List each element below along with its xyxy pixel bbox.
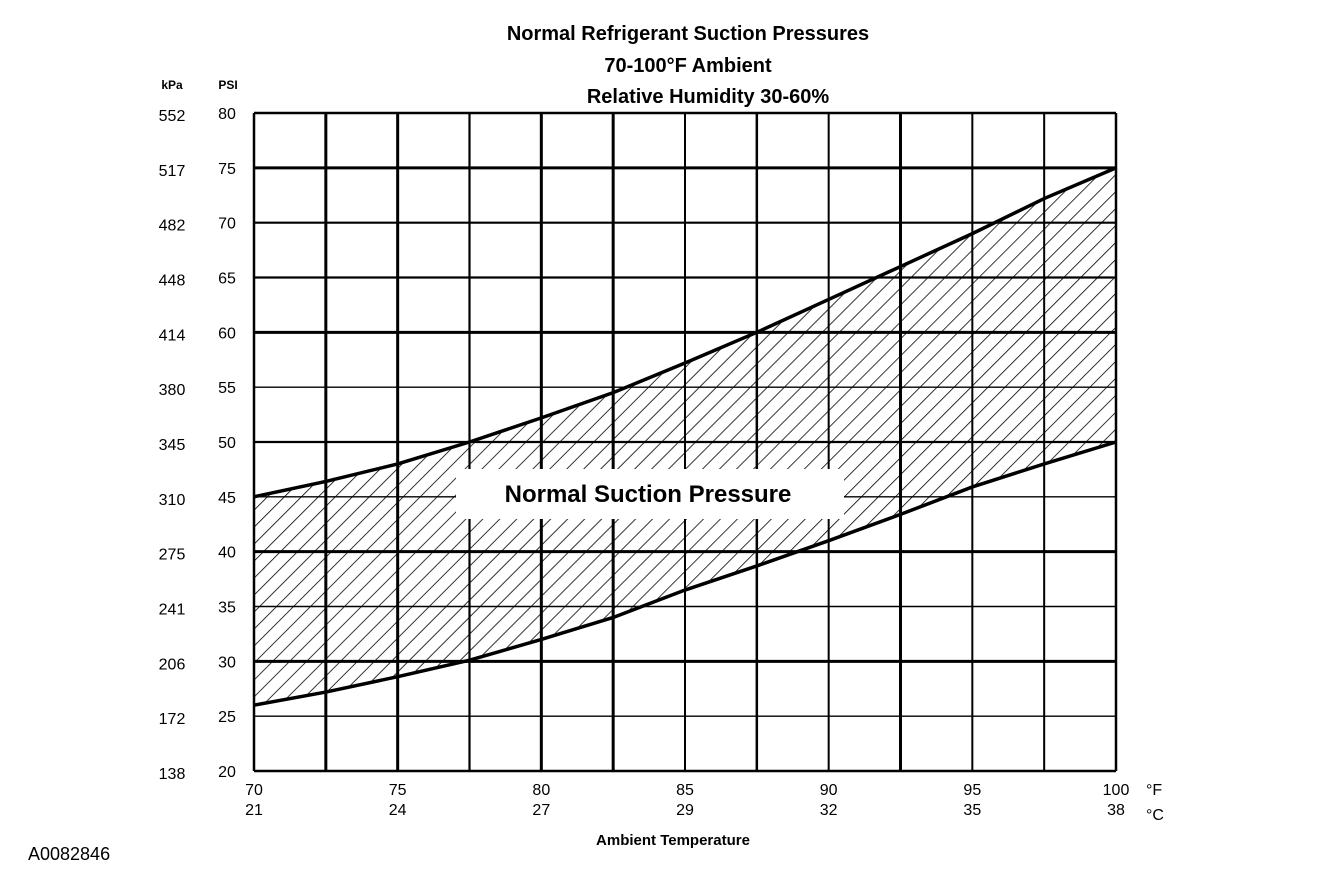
chart-title-line-2: 70-100°F Ambient	[604, 55, 772, 77]
x-tick-f: 100	[1103, 782, 1130, 799]
x-tick-f: 75	[389, 782, 407, 799]
y-tick-kpa: 206	[159, 656, 186, 673]
figure-id: A0082846	[28, 844, 110, 864]
y-tick-psi: 75	[218, 161, 236, 178]
y-tick-psi: 40	[218, 545, 236, 562]
y-tick-kpa: 172	[159, 711, 186, 728]
y-tick-psi: 35	[218, 600, 236, 617]
y-tick-kpa: 310	[159, 492, 186, 509]
x-tick-c: 24	[389, 802, 407, 819]
y-tick-psi: 25	[218, 709, 236, 726]
upper-limit-line	[253, 166, 1117, 499]
y-tick-psi: 45	[218, 490, 236, 507]
y-tick-psi: 30	[218, 654, 236, 671]
x-tick-c: 27	[532, 802, 550, 819]
x-tick-c: 35	[963, 802, 981, 819]
y-tick-kpa: 482	[159, 218, 186, 235]
y-tick-psi: 55	[218, 380, 236, 397]
chart-title-line-3: Relative Humidity 30-60%	[587, 86, 830, 108]
y-tick-kpa: 414	[159, 327, 186, 344]
x-axis-label: Ambient Temperature	[596, 832, 750, 849]
y-tick-psi: 60	[218, 325, 236, 342]
y-axis-label-psi: PSI	[218, 78, 237, 92]
y-tick-psi: 70	[218, 216, 236, 233]
y-tick-psi: 50	[218, 435, 236, 452]
y-tick-psi: 65	[218, 271, 236, 288]
x-tick-f: 70	[245, 782, 263, 799]
x-tick-f: 85	[676, 782, 694, 799]
normal-band	[253, 166, 1117, 707]
x-tick-c: 38	[1107, 802, 1125, 819]
y-tick-kpa: 448	[159, 273, 186, 290]
y-tick-kpa: 552	[159, 108, 186, 125]
x-tick-f: 80	[532, 782, 550, 799]
y-axis-label-kpa: kPa	[161, 78, 183, 92]
x-tick-f: 95	[963, 782, 981, 799]
tick-labels: 80 552 75 517 70 482 65 448 60 414 55 380 50 345 45 310…	[159, 106, 1130, 819]
annotation-normal-suction-pressure: Normal Suction Pressure	[505, 481, 792, 508]
y-tick-psi: 20	[218, 764, 236, 781]
y-tick-kpa: 241	[159, 602, 186, 619]
y-tick-kpa: 517	[159, 163, 186, 180]
hatched-area	[254, 167, 1116, 706]
x-tick-c: 29	[676, 802, 694, 819]
lower-limit-line	[253, 440, 1117, 707]
y-tick-kpa: 380	[159, 382, 186, 399]
chart-title-line-1: Normal Refrigerant Suction Pressures	[507, 23, 869, 45]
y-tick-kpa: 138	[159, 766, 186, 783]
x-tick-c: 21	[245, 802, 263, 819]
annotation-background	[456, 469, 844, 519]
x-tick-c: 32	[820, 802, 838, 819]
x-tick-f: 90	[820, 782, 838, 799]
y-tick-kpa: 345	[159, 437, 186, 454]
x-unit-f: °F	[1146, 782, 1162, 799]
y-tick-psi: 80	[218, 106, 236, 123]
x-unit-c: °C	[1146, 807, 1164, 824]
y-tick-kpa: 275	[159, 547, 186, 564]
